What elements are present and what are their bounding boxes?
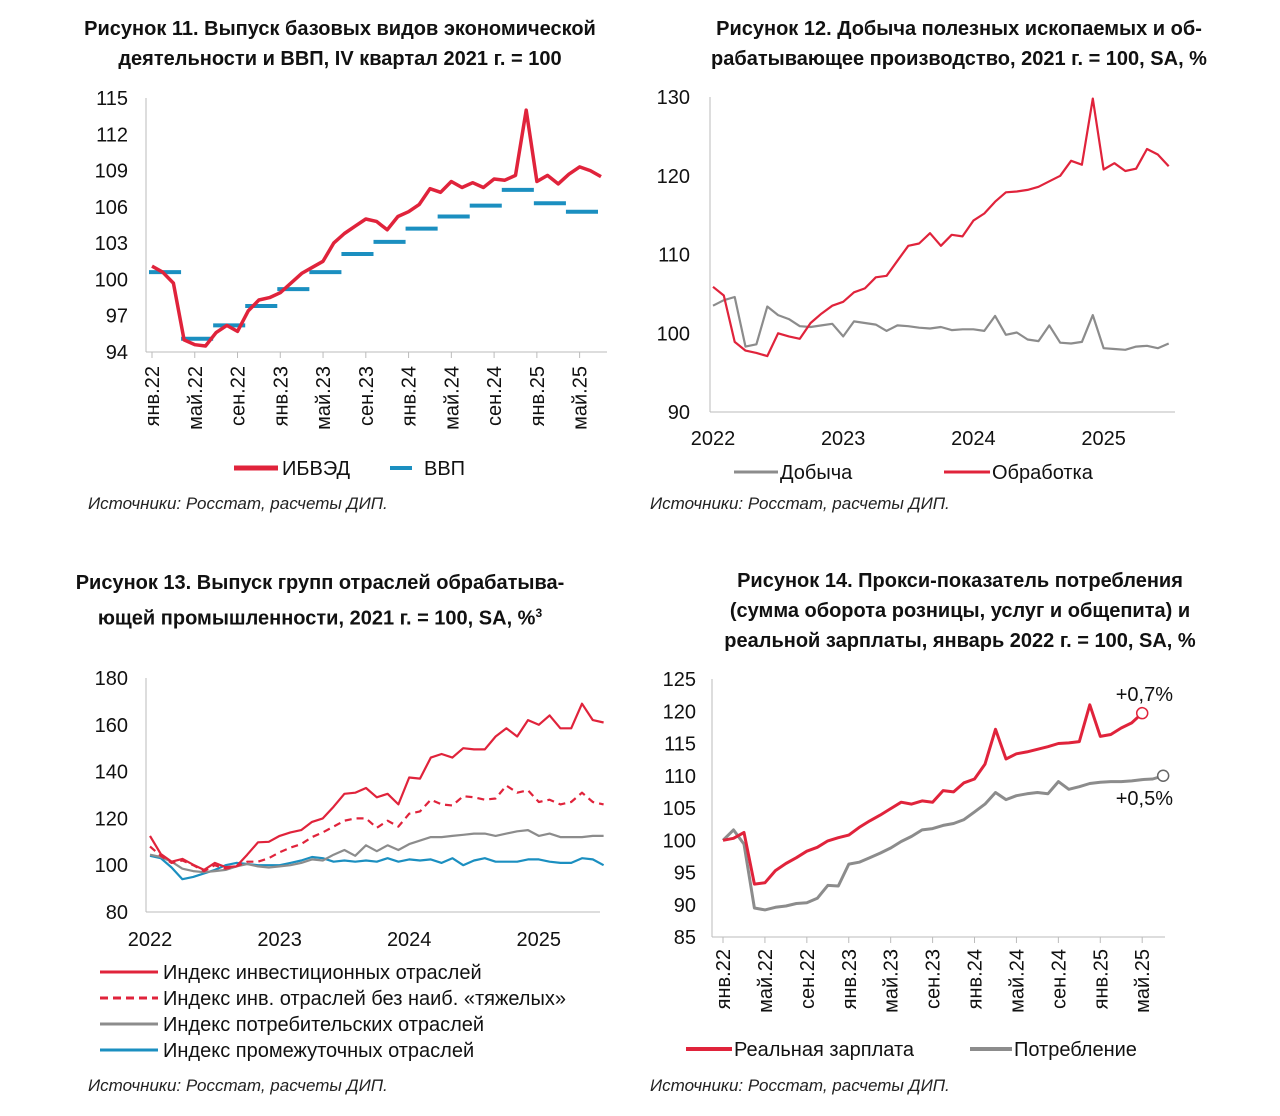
legend-label-intermediate: Индекс промежуточных отраслей [163,1040,474,1062]
chart-title: Рисунок 13. Выпуск групп отраслей обраба… [75,572,565,630]
chart-title: Рисунок 14. Прокси-показатель потреблени… [724,570,1196,652]
y-tick-label: 105 [663,798,696,820]
consumption-end-marker [1156,769,1170,782]
y-tick-label: 85 [674,927,696,949]
x-tick-label: май.24 [1006,949,1028,1013]
y-tick-label: 112 [96,124,128,146]
source-note: Источники: Росстат, расчеты ДИП. [88,1076,388,1095]
x-tick-label: 2022 [691,428,736,450]
legend-label-mining: Добыча [780,462,853,484]
source-note: Источники: Росстат, расчеты ДИП. [88,494,388,513]
y-tick-label: 180 [95,668,128,690]
x-tick-label: 2022 [128,929,173,951]
y-tick-label: 90 [674,895,696,917]
manufacturing-line [712,97,1170,358]
x-tick-label: май.24 [441,366,463,430]
y-tick-label: 106 [95,197,128,219]
x-tick-label: сен.22 [228,366,250,426]
x-tick-label: май.22 [755,949,777,1013]
x-tick-label: янв.23 [839,949,861,1009]
y-tick-label: 100 [663,830,696,852]
legend-label-gdp: ВВП [424,458,465,480]
x-tick-label: янв.25 [527,366,549,426]
y-tick-label: 100 [95,269,128,291]
ibved-line [151,108,602,348]
y-tick-label: 140 [95,762,128,784]
y-tick-label: 120 [95,808,128,830]
legend-label-invest: Индекс инвестиционных отраслей [163,962,482,984]
x-tick-label: сен.23 [356,366,378,426]
y-tick-label: 90 [668,402,690,424]
x-tick-label: 2024 [951,428,996,450]
legend-label-consumer: Индекс потребительских отраслей [163,1014,484,1036]
x-tick-label: янв.23 [270,366,292,426]
chart-12: 90 100 110 120 130 2022 2023 2024 2025 Добыча Обра… [657,87,1175,484]
x-tick-label: янв.24 [965,949,987,1009]
y-tick-label: 109 [95,161,128,183]
x-tick-label: 2024 [387,929,432,951]
consumption-line [721,774,1164,912]
x-tick-label: май.22 [185,366,207,430]
y-tick-label: 80 [106,902,128,924]
chart-panel-14: Рисунок 14. Прокси-показатель потреблени… [640,540,1280,1116]
chart-panel-12: Рисунок 12. Добыча полезных ископаемых и… [640,0,1280,540]
y-tick-label: 115 [664,734,696,756]
chart-title: Рисунок 12. Добыча полезных ископаемых и… [711,18,1207,70]
x-tick-label: янв.22 [713,949,735,1009]
source-note: Источники: Росстат, расчеты ДИП. [650,1076,950,1095]
source-note: Источники: Росстат, расчеты ДИП. [650,494,950,513]
x-tick-label: 2023 [821,428,866,450]
wage-end-marker [1135,706,1149,720]
title-footnote: 3 [535,606,543,620]
y-tick-label: 115 [96,88,128,110]
chart-title: Рисунок 11. Выпуск базовых видов экономи… [84,18,596,70]
wage-line [722,703,1144,886]
annotation-consumption-growth: +0,5% [1116,788,1173,810]
y-tick-label: 110 [658,245,690,267]
legend-label-ibved: ИБВЭД [282,458,351,480]
x-tick-label: янв.25 [1090,949,1112,1009]
x-tick-label: янв.24 [399,366,421,426]
consumer-line [149,829,604,874]
y-tick-label: 100 [657,323,690,345]
legend-label-wage: Реальная зарплата [734,1039,915,1061]
mining-line [712,295,1170,351]
invest-line [149,702,604,871]
chart-11: 94 97 100 103 106 109 112 115 янв.22 май.22 сен.22… [95,88,607,480]
y-tick-label: 125 [663,669,696,691]
legend-label-manufacturing: Обработка [992,462,1094,484]
y-tick-label: 100 [95,855,128,877]
x-tick-label: май.23 [881,949,903,1013]
x-tick-label: сен.22 [797,949,819,1009]
x-tick-label: янв.22 [142,366,164,426]
legend-label-consumption: Потребление [1014,1039,1137,1061]
chart-14: 85 90 95 100 105 110 115 120 125 янв.22 май.22 сен.… [663,669,1174,1061]
x-tick-label: 2025 [1081,428,1126,450]
x-tick-label: май.25 [1132,949,1154,1013]
annotation-wage-growth: +0,7% [1116,684,1173,706]
legend-label-invest-ex-heavy: Индекс инв. отраслей без наиб. «тяжелых» [163,988,566,1010]
chart-panel-13: Рисунок 13. Выпуск групп отраслей обраба… [0,540,640,1116]
y-tick-label: 160 [95,715,128,737]
y-tick-label: 95 [674,863,696,885]
x-tick-label: 2023 [257,929,302,951]
x-tick-label: май.23 [313,366,335,430]
x-tick-label: сен.23 [923,949,945,1009]
y-tick-label: 130 [657,87,690,109]
x-tick-label: 2025 [517,929,562,951]
y-tick-label: 120 [663,701,696,723]
x-tick-label: сен.24 [484,366,506,426]
x-tick-label: май.25 [570,366,592,430]
y-tick-label: 94 [106,342,128,364]
invest-ex-heavy-line [149,784,604,873]
y-tick-label: 110 [664,766,696,788]
y-tick-label: 103 [95,233,128,255]
intermediate-line [149,854,605,881]
y-tick-label: 120 [657,166,690,188]
x-tick-label: сен.24 [1048,949,1070,1009]
chart-panel-11: Рисунок 11. Выпуск базовых видов экономи… [0,0,640,540]
chart-13: 80 100 120 140 160 180 2022 2023 2024 2025 Индекс … [95,668,605,1062]
y-tick-label: 97 [106,306,128,328]
